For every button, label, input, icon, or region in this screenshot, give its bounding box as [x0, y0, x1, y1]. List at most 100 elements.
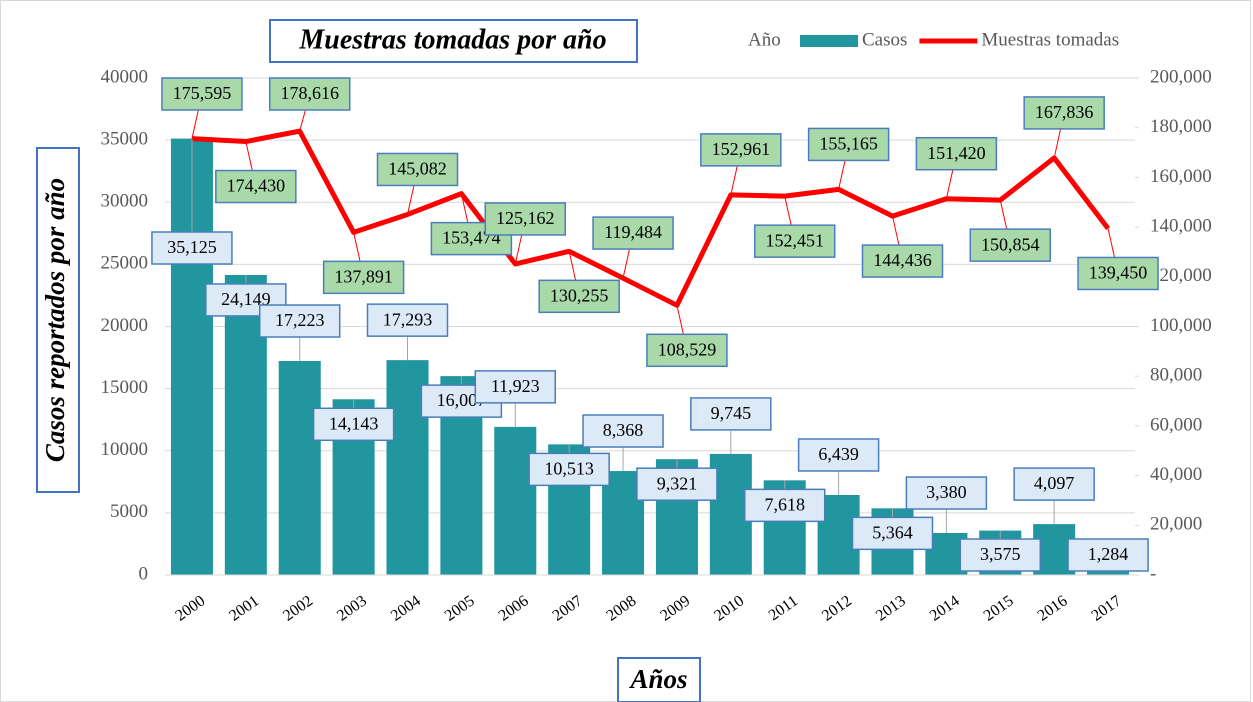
line-value-label-box	[268, 77, 351, 111]
line-value-label-box	[646, 333, 728, 368]
y-label-box	[36, 147, 80, 493]
line-value-label-box	[161, 77, 243, 111]
y2-tick-label: 80,000	[1150, 365, 1202, 386]
line-value-label: 130,255	[550, 285, 609, 305]
line-value-label: 119,484	[604, 222, 662, 242]
line-value-label-box	[807, 127, 890, 162]
bar-value-label: 16,007	[437, 390, 487, 410]
bar-value-label: 7,618	[764, 494, 805, 514]
line-value-label-box	[538, 279, 620, 314]
bar-value-label-box	[690, 397, 772, 431]
line-value-label: 125,162	[496, 208, 555, 228]
x-label-box	[617, 657, 701, 702]
bar-value-label-box	[151, 231, 233, 265]
bar-value-label: 6,439	[818, 444, 859, 464]
line-value-label-box	[215, 169, 297, 204]
y-tick-label: 10000	[101, 439, 149, 460]
bar-value-label: 17,223	[275, 310, 325, 330]
bar-value-label: 8,368	[603, 420, 644, 440]
line-value-label-box	[1077, 256, 1159, 291]
line-value-label-box	[1023, 96, 1105, 130]
bar-value-label: 35,125	[167, 237, 217, 257]
y2-tick-label: 140,000	[1150, 215, 1212, 236]
line-value-label: 150,854	[981, 234, 1040, 254]
line-value-label-box	[484, 202, 567, 236]
y-tick-label: 25000	[101, 253, 149, 274]
chart-title: Muestras tomadas por año	[298, 24, 606, 55]
line-value-label-box	[915, 136, 998, 171]
bar-value-label-box	[312, 407, 395, 442]
y-tick-label: 40000	[101, 66, 149, 87]
bar-value-label-box	[258, 304, 341, 338]
y2-tick-label: 180,000	[1150, 116, 1212, 137]
y2-tick-label: 120,000	[1150, 265, 1212, 286]
legend: Año Casos Muestras tomadas	[748, 29, 1119, 50]
line-value-label: 151,420	[927, 143, 986, 163]
bar-value-label: 24,149	[221, 289, 271, 309]
bar-value-label-box	[1067, 538, 1149, 572]
y2-tick-label: 20,000	[1150, 514, 1202, 535]
line-value-label: 139,450	[1089, 263, 1148, 283]
line-value-label-box	[376, 152, 459, 187]
line-value-label-box	[861, 244, 944, 278]
bar-value-label-box	[851, 516, 934, 551]
y2-tick-label: 60,000	[1150, 414, 1202, 435]
y-tick-label: 30000	[101, 191, 149, 212]
line-value-label: 167,836	[1035, 102, 1094, 122]
line-value-label: 137,891	[334, 266, 393, 286]
bar-value-label: 14,143	[329, 413, 379, 433]
bar-value-label-box	[959, 538, 1042, 572]
legend-title: Año	[748, 29, 781, 50]
bar-value-label-box	[905, 476, 988, 510]
line-value-label: 178,616	[280, 83, 339, 103]
line-value-label: 155,165	[819, 134, 878, 154]
line-value-label: 175,595	[173, 83, 232, 103]
y-tick-label: 15000	[101, 377, 149, 398]
bar-value-label: 3,575	[980, 544, 1021, 564]
bar-value-label: 5,364	[872, 522, 913, 542]
y-tick-label: 0	[139, 563, 149, 584]
y-tick-label: 20000	[101, 315, 149, 336]
line-value-label: 108,529	[658, 339, 717, 359]
y2-tick-label: -	[1150, 563, 1156, 584]
bar-value-label: 17,293	[383, 309, 433, 329]
y2-tick-label: 200,000	[1150, 66, 1212, 87]
line-value-label-box	[592, 216, 674, 250]
y2-tick-label: 40,000	[1150, 464, 1202, 485]
y-tick-label: 5000	[110, 501, 148, 522]
legend-label: Casos	[862, 29, 907, 50]
bar-value-label: 10,513	[544, 459, 594, 479]
bar-value-label-box	[743, 488, 826, 523]
bar-value-label: 3,380	[926, 482, 967, 502]
bar-value-label-box	[366, 303, 449, 337]
bar-value-label: 11,923	[491, 376, 540, 396]
legend-label: Muestras tomadas	[981, 29, 1119, 50]
line-value-label: 145,082	[388, 159, 447, 179]
x-axis-label: Años	[628, 664, 687, 694]
line	[191, 128, 1111, 308]
bar-value-label-box	[582, 414, 664, 448]
line-value-label: 174,430	[227, 176, 286, 196]
line-value-label-box	[322, 260, 405, 295]
bar-value-label-box	[528, 452, 610, 487]
line-value-label-box	[969, 228, 1052, 262]
bar-value-label-box	[1013, 467, 1095, 501]
line-value-label-box	[753, 224, 836, 258]
y2-tick-label: 100,000	[1150, 315, 1212, 336]
line-value-label: 152,451	[765, 230, 824, 250]
bar	[494, 426, 537, 575]
legend-swatch	[800, 35, 858, 47]
bar	[278, 361, 321, 575]
bar-value-label-box	[636, 467, 718, 501]
line-value-label: 144,436	[873, 250, 932, 270]
line-value-label: 152,961	[712, 139, 771, 159]
bar-value-label: 1,284	[1088, 544, 1129, 564]
bar-value-label-box	[474, 370, 557, 404]
bar-value-label: 9,745	[711, 403, 752, 423]
bar-value-label-box	[797, 438, 880, 472]
title-box	[269, 19, 638, 63]
y2-tick-label: 160,000	[1150, 166, 1212, 187]
y-axis-label: Casos reportados por año	[40, 178, 70, 462]
bar-value-label: 4,097	[1034, 473, 1075, 493]
